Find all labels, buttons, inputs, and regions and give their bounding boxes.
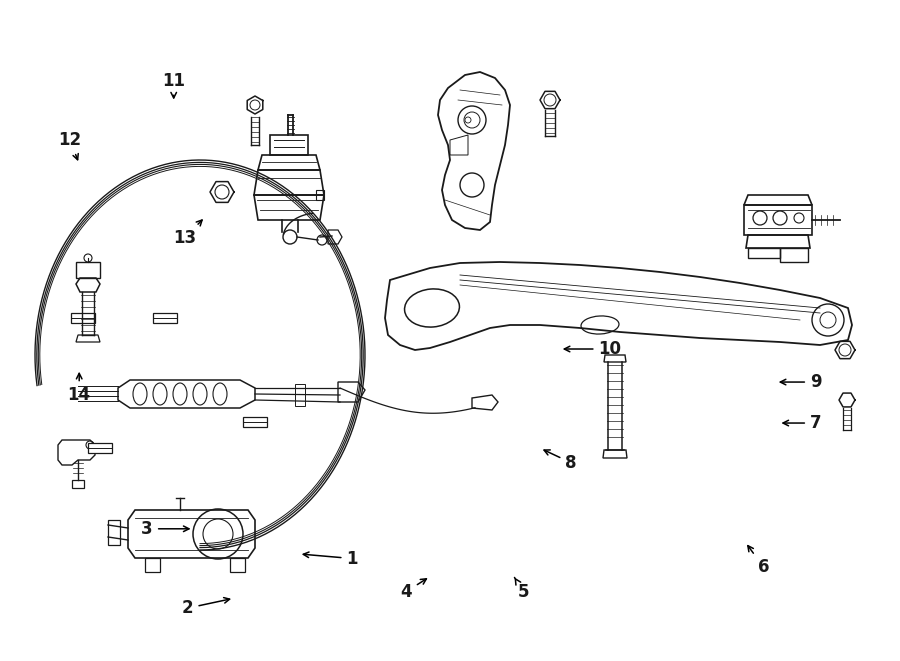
Text: 10: 10 bbox=[564, 340, 622, 358]
Text: 14: 14 bbox=[68, 373, 91, 405]
Text: 2: 2 bbox=[182, 598, 230, 617]
Text: 6: 6 bbox=[748, 545, 770, 576]
Text: 3: 3 bbox=[141, 520, 189, 538]
Text: 13: 13 bbox=[173, 220, 202, 247]
Text: 9: 9 bbox=[780, 373, 822, 391]
Text: 5: 5 bbox=[515, 578, 529, 601]
Text: 12: 12 bbox=[58, 131, 82, 160]
Polygon shape bbox=[153, 313, 177, 323]
Text: 8: 8 bbox=[544, 450, 577, 472]
Polygon shape bbox=[243, 417, 267, 427]
Text: 7: 7 bbox=[783, 414, 822, 432]
Text: 11: 11 bbox=[162, 71, 185, 98]
Text: 1: 1 bbox=[303, 549, 358, 568]
Polygon shape bbox=[71, 313, 95, 323]
Polygon shape bbox=[88, 443, 112, 453]
Text: 4: 4 bbox=[400, 579, 427, 601]
